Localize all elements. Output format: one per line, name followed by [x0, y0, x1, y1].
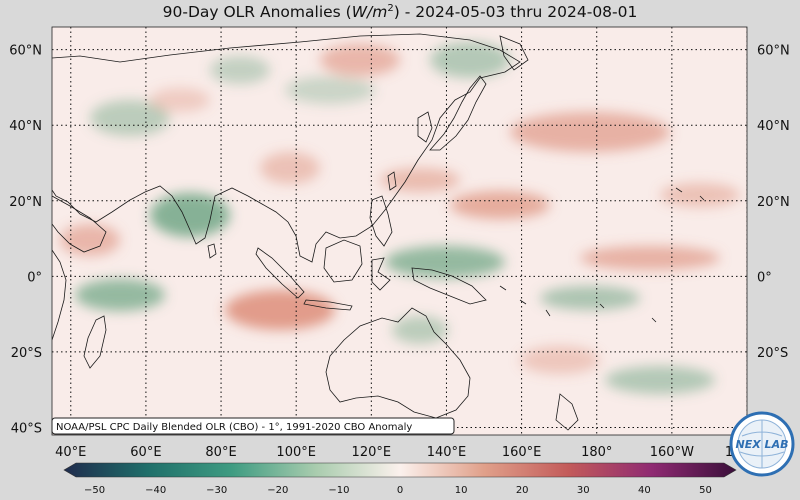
colorbar: −50 −40 −30 −20 −10 0 10 20 30 40 50: [63, 462, 737, 496]
coastline-sumatra: [255, 247, 305, 299]
lon-label: 140°E: [427, 445, 467, 460]
coastline-africa: [52, 249, 67, 341]
lat-label-right: 60°N: [757, 44, 790, 59]
colorbar-tick-label: 10: [455, 485, 468, 496]
positive-anomaly-region: [510, 112, 670, 152]
lon-label: 180°: [581, 445, 612, 460]
lon-label: 160°W: [650, 445, 694, 460]
anomaly-field: [60, 42, 740, 394]
lon-label: 160°E: [502, 445, 542, 460]
map-frame: [51, 26, 748, 436]
colorbar-tick-label: 0: [397, 485, 403, 496]
lon-label: 40°E: [55, 445, 86, 460]
coastlines: [52, 33, 705, 431]
coastline-kamchatka: [499, 35, 529, 71]
colorbar-tick-label: −50: [84, 485, 105, 496]
lat-label-right: 40°N: [757, 119, 790, 134]
positive-anomaly-region: [580, 246, 720, 270]
title-unit-exponent: 2: [387, 3, 393, 14]
negative-anomaly-region: [392, 316, 448, 344]
colorbar-tick-label: 50: [699, 485, 712, 496]
lat-label-left: 0°: [27, 270, 42, 285]
coastline-taiwan: [387, 171, 397, 191]
lat-labels-right: 60°N 40°N 20°N 0° 20°S 40°S: [757, 44, 790, 437]
colorbar-tick-label: −10: [328, 485, 349, 496]
credit-box: NOAA/PSL CPC Daily Blended OLR (CBO) - 1…: [51, 417, 455, 435]
negative-anomaly-region: [90, 100, 170, 136]
coastline-korea: [417, 111, 433, 143]
negative-anomaly-region: [430, 42, 510, 78]
colorbar-tick-label: −30: [206, 485, 227, 496]
coastline-java: [303, 299, 353, 311]
coastline-pacific-islands: [499, 187, 705, 323]
coastline-sulawesi: [371, 257, 391, 291]
coastline-madagascar: [83, 315, 107, 369]
lat-label-right: 0°: [757, 270, 772, 285]
positive-anomaly-region: [320, 44, 400, 76]
map-panel: [51, 26, 748, 436]
positive-anomaly-region: [450, 191, 550, 219]
lon-label: 120°E: [352, 445, 392, 460]
negative-anomaly-region: [540, 286, 640, 310]
chart-title: 90-Day OLR Anomalies (W/m2) - 2024-05-03…: [163, 3, 638, 21]
title-suffix: ) - 2024-05-03 thru 2024-08-01: [394, 3, 638, 21]
positive-anomaly-region: [380, 168, 460, 192]
colorbar-ticks: −50 −40 −30 −20 −10 0 10 20 30 40 50: [84, 485, 712, 496]
coastline-asia: [52, 33, 521, 263]
positive-anomaly-region: [150, 88, 210, 112]
positive-anomaly-region: [520, 346, 600, 374]
negative-anomaly-region: [385, 246, 505, 278]
negative-anomaly-region: [150, 193, 230, 237]
lon-labels: 40°E 60°E 80°E 100°E 120°E 140°E 160°E 1…: [55, 445, 769, 460]
coastline-borneo: [323, 239, 363, 283]
negative-anomaly-region: [605, 366, 715, 394]
lat-label-left: 60°N: [9, 44, 42, 59]
lat-label-left: 40°N: [9, 119, 42, 134]
lat-label-left: 40°S: [11, 421, 42, 436]
credit-box-frame: [51, 417, 455, 435]
credit-text: NOAA/PSL CPC Daily Blended OLR (CBO) - 1…: [56, 422, 412, 433]
lon-label: 60°E: [130, 445, 161, 460]
positive-anomaly-region: [260, 152, 320, 184]
coastline-arabia: [52, 195, 107, 253]
lat-labels-left: 60°N 40°N 20°N 0° 20°S 40°S: [9, 44, 42, 437]
negative-anomaly-region: [210, 56, 270, 84]
negative-anomaly-region: [75, 279, 165, 311]
colorbar-tick-label: 30: [577, 485, 590, 496]
lat-label-left: 20°S: [11, 346, 42, 361]
nexlab-logo: NEX LAB: [729, 411, 795, 477]
lon-label: 80°E: [205, 445, 236, 460]
logo-globe-lines: [739, 420, 785, 468]
title-unit: W/m: [352, 3, 388, 21]
negative-anomaly-region: [285, 76, 375, 104]
lat-label-right: 20°S: [757, 346, 788, 361]
lon-label: 100°E: [276, 445, 316, 460]
positive-anomaly-region: [60, 224, 120, 256]
colorbar-tick-label: 40: [638, 485, 651, 496]
coastline-new-zealand: [555, 393, 579, 431]
coastline-japan: [429, 75, 487, 151]
lat-label-right: 20°N: [757, 195, 790, 210]
coastline-new-guinea: [411, 267, 487, 305]
colorbar-bar: [63, 462, 737, 478]
colorbar-tick-label: −40: [145, 485, 166, 496]
title-prefix: 90-Day OLR Anomalies (: [163, 3, 352, 21]
colorbar-tick-label: −20: [267, 485, 288, 496]
positive-anomaly-region: [225, 290, 335, 330]
colorbar-tick-label: 20: [516, 485, 529, 496]
coastline-sri-lanka: [207, 243, 217, 259]
positive-anomaly-region: [660, 183, 740, 207]
logo-text: NEX LAB: [736, 438, 789, 451]
coastline-australia: [325, 307, 471, 419]
lat-label-left: 20°N: [9, 195, 42, 210]
